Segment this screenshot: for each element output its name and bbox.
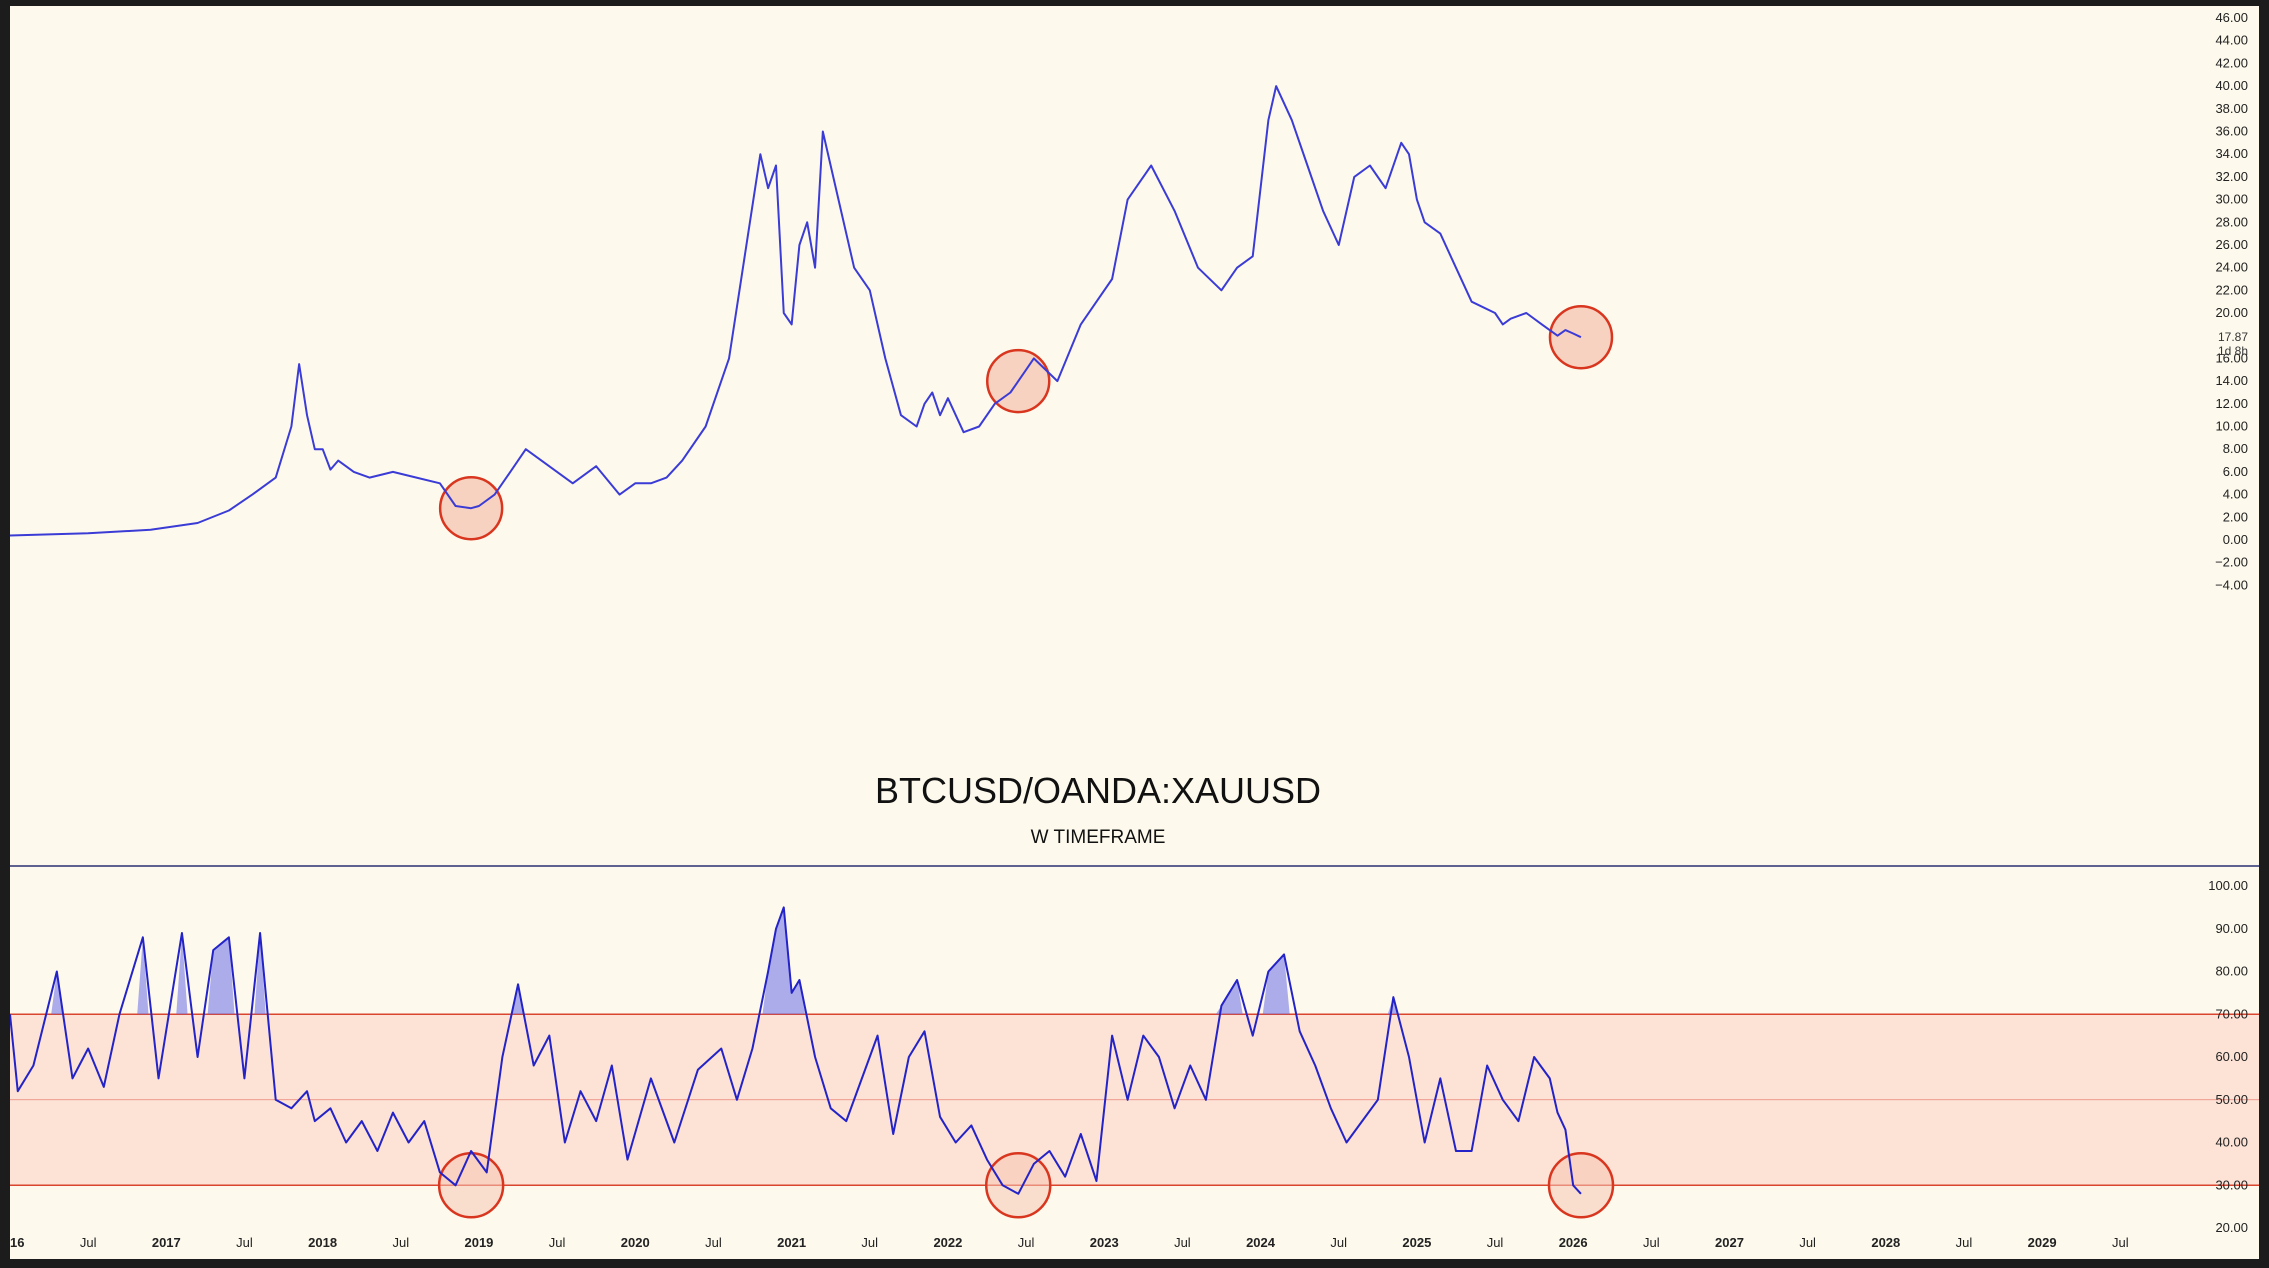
price-axis-tick-label: 36.00: [2215, 123, 2248, 138]
chart-canvas[interactable]: 46.00 44.00 42.00 40.00 38.00 36.00 34.00 32.00…: [10, 6, 2259, 1259]
price-axis-tick-label: 4.00: [2223, 487, 2248, 502]
chart-subtitle: W TIMEFRAME: [1031, 827, 1166, 848]
last-value-label: 17.87: [2218, 330, 2248, 344]
time-axis-month-label: Jul: [80, 1235, 97, 1250]
time-axis-year-label: 2023: [1090, 1235, 1119, 1250]
bar-countdown-label: 1d 8h: [2218, 344, 2248, 358]
price-axis-tick-label: 46.00: [2215, 10, 2248, 25]
price-axis-tick-label: −4.00: [2215, 577, 2248, 592]
rsi-series-line[interactable]: [10, 907, 1581, 1193]
price-axis-tick-label: 30.00: [2215, 192, 2248, 207]
price-axis-tick-label: 44.00: [2215, 33, 2248, 48]
rsi-axis-tick-label: 50.00: [2215, 1092, 2248, 1107]
price-ratio-pane: [10, 86, 1612, 539]
price-axis-tick-label: 14.00: [2215, 373, 2248, 388]
rsi-pane: [10, 866, 2259, 1217]
time-axis-year-label: 2017: [152, 1235, 181, 1250]
price-axis-tick-label: 34.00: [2215, 146, 2248, 161]
price-axis-tick-label: 38.00: [2215, 101, 2248, 116]
time-axis-month-label: Jul: [1174, 1235, 1191, 1250]
price-axis-tick-label: 24.00: [2215, 260, 2248, 275]
time-axis-month-label: Jul: [549, 1235, 566, 1250]
time-axis-month-label: Jul: [1799, 1235, 1816, 1250]
rsi-overbought-fill: [1262, 954, 1290, 1015]
price-axis-tick-label: 42.00: [2215, 55, 2248, 70]
rsi-highlight-circle: [1549, 1153, 1613, 1217]
price-axis-tick-label: 2.00: [2223, 509, 2248, 524]
time-axis-month-label: Jul: [861, 1235, 878, 1250]
price-axis-tick-label: 40.00: [2215, 78, 2248, 93]
rsi-highlight-circle: [439, 1153, 503, 1217]
price-axis-tick-label: 8.00: [2223, 441, 2248, 456]
price-axis[interactable]: 46.00 44.00 42.00 40.00 38.00 36.00 34.00 32.00…: [2215, 10, 2248, 592]
rsi-highlight-circle: [986, 1153, 1050, 1217]
price-axis-tick-label: 22.00: [2215, 282, 2248, 297]
time-axis-year-label: 2022: [933, 1235, 962, 1250]
price-axis-tick-label: 16.00: [2215, 350, 2248, 365]
time-axis-month-label: Jul: [1643, 1235, 1660, 1250]
chart-frame: 46.00 44.00 42.00 40.00 38.00 36.00 34.00 32.00…: [10, 6, 2259, 1259]
price-axis-tick-label: 0.00: [2223, 532, 2248, 547]
rsi-axis-tick-label: 60.00: [2215, 1049, 2248, 1064]
time-axis-month-label: Jul: [705, 1235, 722, 1250]
time-axis-year-label: 2021: [777, 1235, 806, 1250]
time-axis-year-label: 2027: [1715, 1235, 1744, 1250]
price-axis-tick-label: 12.00: [2215, 396, 2248, 411]
rsi-overbought-fill: [512, 984, 524, 1015]
time-axis-year-label: 2029: [2028, 1235, 2057, 1250]
time-axis-month-label: Jul: [392, 1235, 409, 1250]
time-axis-month-label: Jul: [1018, 1235, 1035, 1250]
time-axis-year-label: 2024: [1246, 1235, 1276, 1250]
price-axis-tick-label: 10.00: [2215, 419, 2248, 434]
price-axis-tick-label: 28.00: [2215, 214, 2248, 229]
time-axis-month-label: Jul: [1956, 1235, 1973, 1250]
time-axis-year-label: 2016: [10, 1235, 24, 1250]
price-axis-tick-label: 20.00: [2215, 305, 2248, 320]
chart-title: BTCUSD/OANDA:XAUUSD: [875, 770, 1321, 811]
time-axis-month-label: Jul: [236, 1235, 253, 1250]
rsi-axis-tick-label: 100.00: [2208, 878, 2248, 893]
time-axis-month-label: Jul: [2112, 1235, 2129, 1250]
price-ratio-series-line[interactable]: [10, 86, 1581, 535]
rsi-overbought-fill: [762, 907, 806, 1015]
rsi-axis-tick-label: 20.00: [2215, 1220, 2248, 1235]
rsi-axis[interactable]: 100.00 90.00 80.00 70.00 60.00 50.00 40.00 30.0…: [2208, 878, 2248, 1235]
time-axis-year-label: 2018: [308, 1235, 337, 1250]
time-axis-year-label: 2019: [464, 1235, 493, 1250]
price-axis-tick-label: 26.00: [2215, 237, 2248, 252]
time-axis-month-label: Jul: [1330, 1235, 1347, 1250]
rsi-overbought-fill: [51, 971, 63, 1015]
rsi-axis-tick-label: 40.00: [2215, 1135, 2248, 1150]
time-axis-year-label: 2028: [1871, 1235, 1900, 1250]
price-axis-tick-label: −2.00: [2215, 555, 2248, 570]
rsi-overbought-fill: [254, 933, 266, 1015]
price-axis-tick-label: 32.00: [2215, 169, 2248, 184]
rsi-overbought-fill: [176, 933, 188, 1015]
rsi-axis-tick-label: 70.00: [2215, 1006, 2248, 1021]
time-axis-year-label: 2026: [1559, 1235, 1588, 1250]
price-highlight-circle: [1550, 306, 1612, 368]
rsi-overbought-fill: [207, 937, 235, 1015]
rsi-axis-tick-label: 90.00: [2215, 921, 2248, 936]
rsi-axis-tick-label: 30.00: [2215, 1177, 2248, 1192]
time-axis-year-label: 2020: [621, 1235, 650, 1250]
rsi-overbought-fill: [137, 937, 149, 1015]
time-axis[interactable]: 2016 Jul 2017 Jul 2018 Jul 2019 Jul 2020 Jul 2021 J…: [10, 1235, 2129, 1250]
rsi-axis-tick-label: 80.00: [2215, 964, 2248, 979]
time-axis-year-label: 2025: [1402, 1235, 1431, 1250]
price-axis-tick-label: 6.00: [2223, 464, 2248, 479]
time-axis-month-label: Jul: [1487, 1235, 1504, 1250]
